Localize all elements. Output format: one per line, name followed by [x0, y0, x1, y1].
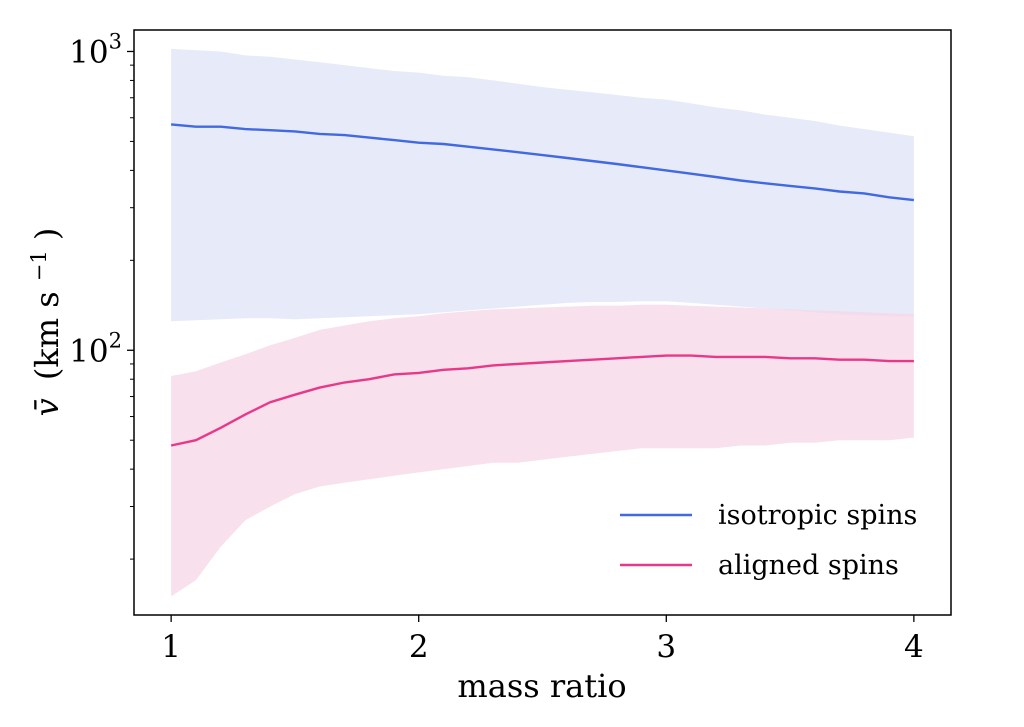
y-axis-unit: (km s — [28, 291, 66, 380]
x-axis-ticks: 1 2 3 4 — [161, 615, 924, 665]
legend-label-aligned-spins: aligned spins — [718, 550, 899, 581]
y-axis-ticks: 102 103 — [69, 29, 134, 560]
y-axis-unit-close: ) — [28, 228, 66, 240]
y-tick-label: 103 — [69, 29, 122, 70]
isotropic-spins-median-line — [170, 123, 915, 202]
x-tick-label: 2 — [409, 629, 429, 665]
legend: isotropic spins aligned spins — [620, 500, 917, 581]
x-axis-label: mass ratio — [457, 667, 626, 705]
isotropic-spins-band — [171, 48, 914, 322]
x-tick-label: 1 — [161, 629, 181, 665]
x-tick-label: 4 — [904, 629, 924, 665]
x-tick-label: 3 — [656, 629, 676, 665]
y-axis-symbol: v̄ — [28, 398, 66, 416]
median-lines — [170, 123, 915, 447]
aligned-spins-band — [171, 304, 914, 597]
confidence-bands — [171, 48, 914, 597]
y-tick-label: 102 — [69, 328, 122, 369]
plot-frame — [133, 29, 952, 616]
legend-label-isotropic-spins: isotropic spins — [718, 500, 917, 531]
aligned-spins-median-line — [170, 354, 914, 447]
y-axis-label: v̄ (km s −1 ) — [16, 228, 66, 417]
y-axis-unit-exponent: −1 — [27, 250, 51, 281]
